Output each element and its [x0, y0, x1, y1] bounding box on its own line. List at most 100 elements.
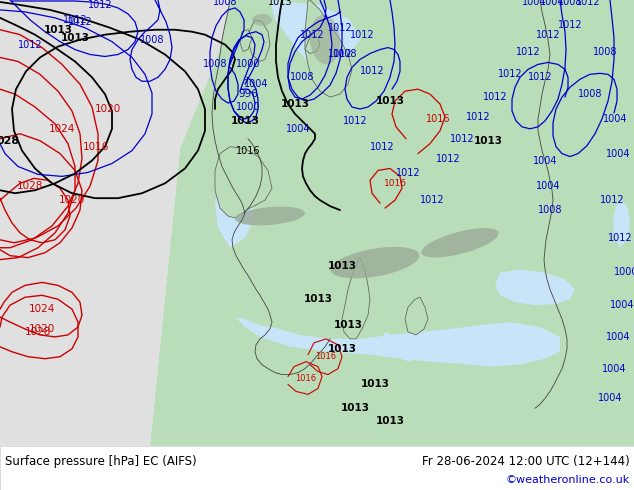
Polygon shape	[305, 35, 320, 53]
Text: 1004: 1004	[540, 0, 564, 7]
Text: 1024: 1024	[29, 304, 55, 314]
Text: 1016: 1016	[426, 114, 450, 124]
Polygon shape	[215, 147, 272, 218]
Polygon shape	[405, 297, 428, 335]
Text: 1008: 1008	[593, 47, 618, 56]
Polygon shape	[150, 0, 634, 446]
Text: 1004: 1004	[602, 364, 626, 373]
Text: 1013: 1013	[231, 116, 259, 126]
Polygon shape	[270, 0, 360, 70]
Text: 1004: 1004	[533, 155, 557, 166]
Text: 1004: 1004	[605, 332, 630, 342]
Text: 1016: 1016	[316, 352, 337, 361]
Text: 1008: 1008	[139, 35, 164, 45]
Text: 1012: 1012	[343, 116, 367, 126]
Polygon shape	[613, 200, 630, 248]
Polygon shape	[383, 332, 415, 362]
Text: 1004: 1004	[610, 300, 634, 310]
Polygon shape	[248, 20, 270, 61]
Text: 1004: 1004	[286, 124, 310, 134]
Ellipse shape	[252, 14, 272, 26]
Text: 1013: 1013	[375, 96, 404, 106]
Text: 1012: 1012	[328, 49, 353, 59]
Text: 1008: 1008	[333, 49, 357, 59]
Text: Fr 28-06-2024 12:00 UTC (12+144): Fr 28-06-2024 12:00 UTC (12+144)	[422, 455, 630, 468]
Text: 1012: 1012	[370, 142, 394, 151]
Text: 1012: 1012	[527, 73, 552, 82]
Text: 1012: 1012	[436, 153, 460, 164]
Polygon shape	[240, 30, 252, 51]
Text: 1012: 1012	[87, 0, 112, 10]
Text: ©weatheronline.co.uk: ©weatheronline.co.uk	[506, 475, 630, 485]
Text: 1020: 1020	[95, 104, 121, 114]
Text: 1012: 1012	[450, 134, 474, 144]
Ellipse shape	[235, 207, 305, 225]
Text: 1012: 1012	[63, 15, 87, 25]
Text: 1004: 1004	[536, 181, 560, 191]
Text: 1013: 1013	[340, 403, 370, 413]
Text: 1000: 1000	[236, 59, 260, 70]
Text: 1028: 1028	[17, 181, 43, 191]
Text: 1004: 1004	[243, 79, 268, 89]
Text: 1020: 1020	[29, 324, 55, 334]
Text: 1012: 1012	[600, 195, 624, 205]
Text: 1016: 1016	[295, 374, 316, 383]
Text: 1012: 1012	[300, 30, 325, 40]
Text: 1013: 1013	[44, 24, 72, 35]
Text: 1013: 1013	[304, 294, 332, 304]
Text: 1013: 1013	[328, 344, 356, 354]
Polygon shape	[342, 258, 370, 339]
Text: 1008: 1008	[538, 205, 562, 215]
Polygon shape	[0, 0, 230, 446]
Text: 1008: 1008	[290, 73, 314, 82]
Text: 1020: 1020	[59, 195, 85, 205]
Text: 028: 028	[0, 136, 20, 146]
Text: 1012: 1012	[328, 23, 353, 33]
Text: 1012: 1012	[396, 169, 420, 178]
Text: Surface pressure [hPa] EC (AIFS): Surface pressure [hPa] EC (AIFS)	[5, 455, 197, 468]
Text: 1013: 1013	[333, 320, 363, 330]
Text: 1004: 1004	[598, 393, 622, 403]
Text: 1000: 1000	[236, 102, 260, 112]
Text: 1012: 1012	[607, 233, 632, 243]
Text: 1012: 1012	[515, 47, 540, 56]
Text: 1013: 1013	[328, 261, 356, 270]
Text: 1012: 1012	[576, 0, 600, 7]
Text: 1013: 1013	[60, 33, 89, 43]
Text: 1013: 1013	[280, 99, 309, 109]
Text: 1004: 1004	[605, 148, 630, 159]
Text: 1012: 1012	[420, 195, 444, 205]
Text: 1016: 1016	[83, 142, 109, 151]
Text: 1012: 1012	[498, 69, 522, 79]
Text: 1012: 1012	[359, 66, 384, 76]
Polygon shape	[495, 270, 575, 305]
Text: 1008: 1008	[578, 89, 602, 99]
Text: 1013: 1013	[375, 416, 404, 426]
Text: 1012: 1012	[558, 20, 582, 30]
Text: 1016: 1016	[384, 179, 406, 188]
Polygon shape	[215, 178, 255, 248]
Polygon shape	[305, 0, 352, 97]
Polygon shape	[235, 317, 560, 367]
Text: 1012: 1012	[466, 112, 490, 122]
Text: 1024: 1024	[49, 124, 75, 134]
Text: 1008: 1008	[558, 0, 582, 7]
Text: 1012: 1012	[68, 17, 93, 27]
Text: 1008: 1008	[203, 59, 227, 70]
Ellipse shape	[421, 228, 499, 257]
Ellipse shape	[330, 247, 419, 278]
Text: 1013: 1013	[474, 136, 503, 146]
Text: 1012: 1012	[18, 40, 42, 49]
Text: 996: 996	[238, 89, 258, 99]
Text: 1004: 1004	[522, 0, 547, 7]
Text: 1012: 1012	[350, 30, 374, 40]
Text: 1012: 1012	[482, 92, 507, 102]
Text: 1008: 1008	[213, 0, 237, 7]
Text: 1016: 1016	[236, 146, 260, 156]
Text: 1000: 1000	[614, 268, 634, 277]
Text: 1013: 1013	[361, 379, 389, 390]
Text: 1028: 1028	[25, 327, 51, 337]
Text: 1004: 1004	[603, 114, 627, 124]
Text: 1012: 1012	[536, 30, 560, 40]
Text: 1013: 1013	[268, 0, 292, 7]
